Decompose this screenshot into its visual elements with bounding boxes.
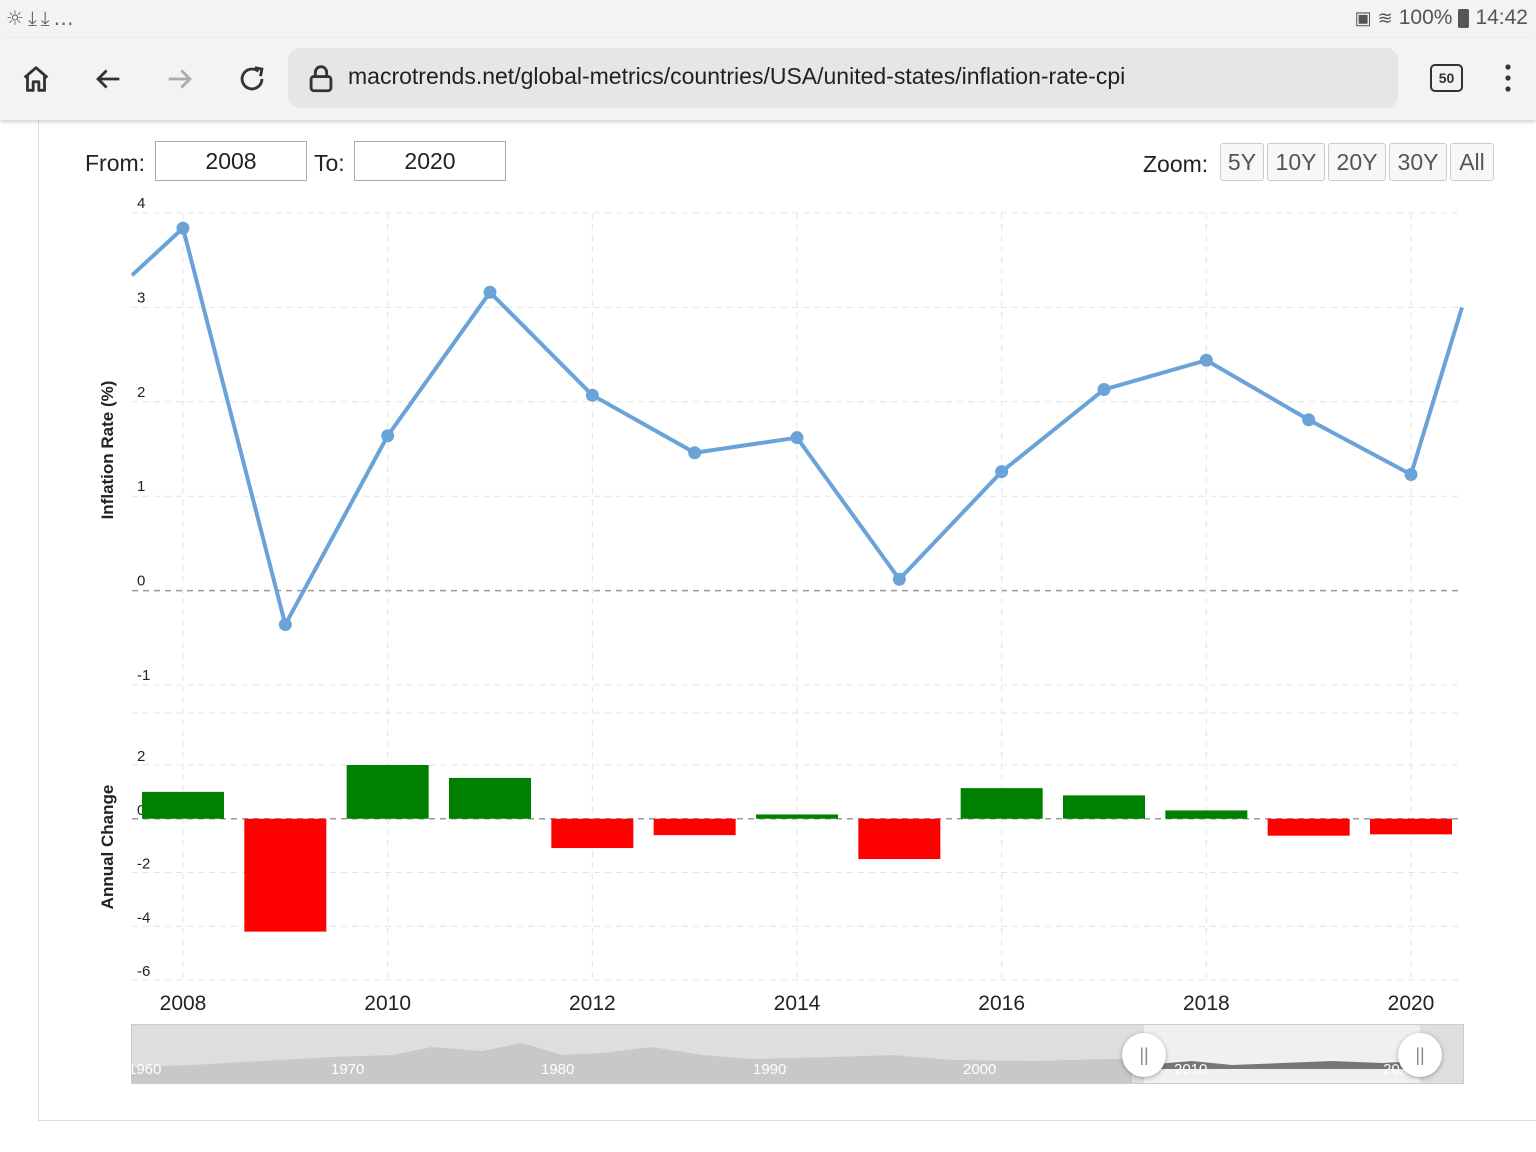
more-icon: …: [53, 6, 78, 30]
page-content: From: 2008 To: 2020 Zoom: 5Y 10Y 20Y 30Y…: [0, 120, 1536, 1152]
forward-button[interactable]: [150, 38, 210, 120]
y-tick-label: 0: [137, 573, 145, 590]
y-axis-title: Inflation Rate (%): [98, 381, 117, 520]
bar: [244, 818, 327, 932]
x-tick-label: 2016: [978, 992, 1025, 1015]
bar: [960, 788, 1043, 819]
weather-icon: ☼: [6, 6, 28, 30]
home-button[interactable]: [6, 38, 66, 120]
zoom-all-button[interactable]: All: [1450, 143, 1494, 181]
y-tick-label: 2: [137, 384, 145, 401]
y-tick-label: -4: [137, 909, 150, 926]
y-tick-label: 0: [137, 802, 145, 819]
x-tick-label: 2012: [569, 992, 616, 1015]
data-point: [176, 221, 190, 235]
navigator-left-handle[interactable]: ||: [1122, 1033, 1166, 1077]
bar: [449, 777, 531, 819]
y-tick-label: -2: [137, 856, 150, 873]
x-tick-label: 2008: [160, 992, 207, 1015]
y-tick-label: 2: [137, 748, 145, 765]
data-point: [483, 285, 497, 299]
bar: [653, 818, 736, 836]
navigator-decade-label: 1990: [753, 1061, 787, 1078]
home-icon: [23, 66, 49, 92]
arrow-left-icon: [96, 69, 120, 89]
y-tick-label: 1: [137, 478, 145, 495]
lock-icon: [309, 65, 333, 93]
tab-switcher-button[interactable]: 50: [1430, 64, 1463, 92]
y-tick-label: 3: [137, 289, 145, 306]
from-label: From:: [85, 150, 146, 176]
data-point: [1199, 353, 1213, 367]
data-point: [688, 446, 702, 460]
inflation-chart[interactable]: 4 3 2 1 0 -1 2 0 -2 -4 -6 Inflation Rate (%) Annual …: [0, 120, 1536, 1020]
from-date-input[interactable]: 2008: [155, 141, 307, 181]
data-point: [381, 429, 395, 443]
x-tick-label: 2018: [1183, 992, 1230, 1015]
battery-percent: 100%: [1398, 6, 1453, 29]
bar: [756, 814, 838, 819]
data-point: [585, 388, 599, 402]
download-icon: ⤓: [40, 6, 54, 30]
data-point: [1302, 413, 1316, 427]
zoom-30y-button[interactable]: 30Y: [1389, 143, 1447, 181]
data-point: [995, 465, 1009, 479]
y-tick-label: -1: [137, 667, 150, 684]
zoom-20y-button[interactable]: 20Y: [1328, 143, 1386, 181]
bar: [858, 818, 941, 860]
y-tick-label: 4: [137, 195, 145, 212]
x-tick-label: 2014: [774, 992, 821, 1015]
to-date-input[interactable]: 2020: [354, 141, 506, 181]
x-tick-label: 2020: [1388, 992, 1435, 1015]
navigator-decade-label: 1980: [541, 1061, 575, 1078]
lock-status-icon: ▣: [1354, 7, 1372, 28]
navigator-decade-label: 2000: [963, 1061, 997, 1078]
navigator-sparkline: [132, 1025, 1420, 1083]
overflow-menu-icon[interactable]: [1496, 60, 1520, 96]
data-point: [1404, 467, 1418, 481]
chart-panel: [38, 120, 1536, 1121]
to-label: To:: [314, 150, 345, 176]
gridlines: [132, 212, 1462, 981]
bar: [551, 818, 634, 849]
data-point: [1097, 383, 1111, 397]
battery-icon: [1458, 8, 1470, 28]
y-tick-label: -6: [137, 963, 150, 980]
reload-icon: [240, 66, 264, 91]
bar: [1267, 818, 1350, 836]
arrow-right-icon: [168, 69, 192, 89]
zoom-label: Zoom:: [1143, 151, 1209, 177]
navigator-right-handle[interactable]: ||: [1398, 1033, 1442, 1077]
navigator-decade-label: 1960: [131, 1061, 162, 1078]
bar: [1063, 795, 1145, 819]
status-bar: ☼⤓⤓… ▣ ≋ 100% 14:42: [0, 0, 1536, 38]
bar: [1370, 818, 1452, 835]
clock: 14:42: [1475, 6, 1528, 29]
data-point: [892, 572, 906, 586]
reload-button[interactable]: [222, 38, 282, 120]
bar: [1165, 810, 1248, 819]
zoom-5y-button[interactable]: 5Y: [1220, 143, 1264, 181]
browser-toolbar: macrotrends.net/global-metrics/countries…: [0, 38, 1536, 120]
data-point: [790, 431, 804, 445]
bar: [346, 765, 429, 819]
range-navigator[interactable]: 1960 1970 1980 1990 2000 2010 2020 || ||: [131, 1024, 1464, 1084]
x-tick-label: 2010: [364, 992, 411, 1015]
back-button[interactable]: [78, 38, 138, 120]
navigator-decade-label: 2010: [1174, 1061, 1208, 1078]
data-point: [278, 618, 292, 632]
zoom-10y-button[interactable]: 10Y: [1267, 143, 1325, 181]
notification-icons: ☼⤓⤓…: [6, 6, 78, 30]
download-icon: ⤓: [27, 6, 41, 30]
wifi-icon: ≋: [1377, 7, 1393, 28]
navigator-decade-label: 1970: [331, 1061, 365, 1078]
bar: [142, 791, 224, 819]
url-text: macrotrends.net/global-metrics/countries…: [348, 63, 1126, 89]
y-axis-title: Annual Change: [98, 785, 117, 910]
address-bar[interactable]: macrotrends.net/global-metrics/countries…: [288, 48, 1398, 108]
